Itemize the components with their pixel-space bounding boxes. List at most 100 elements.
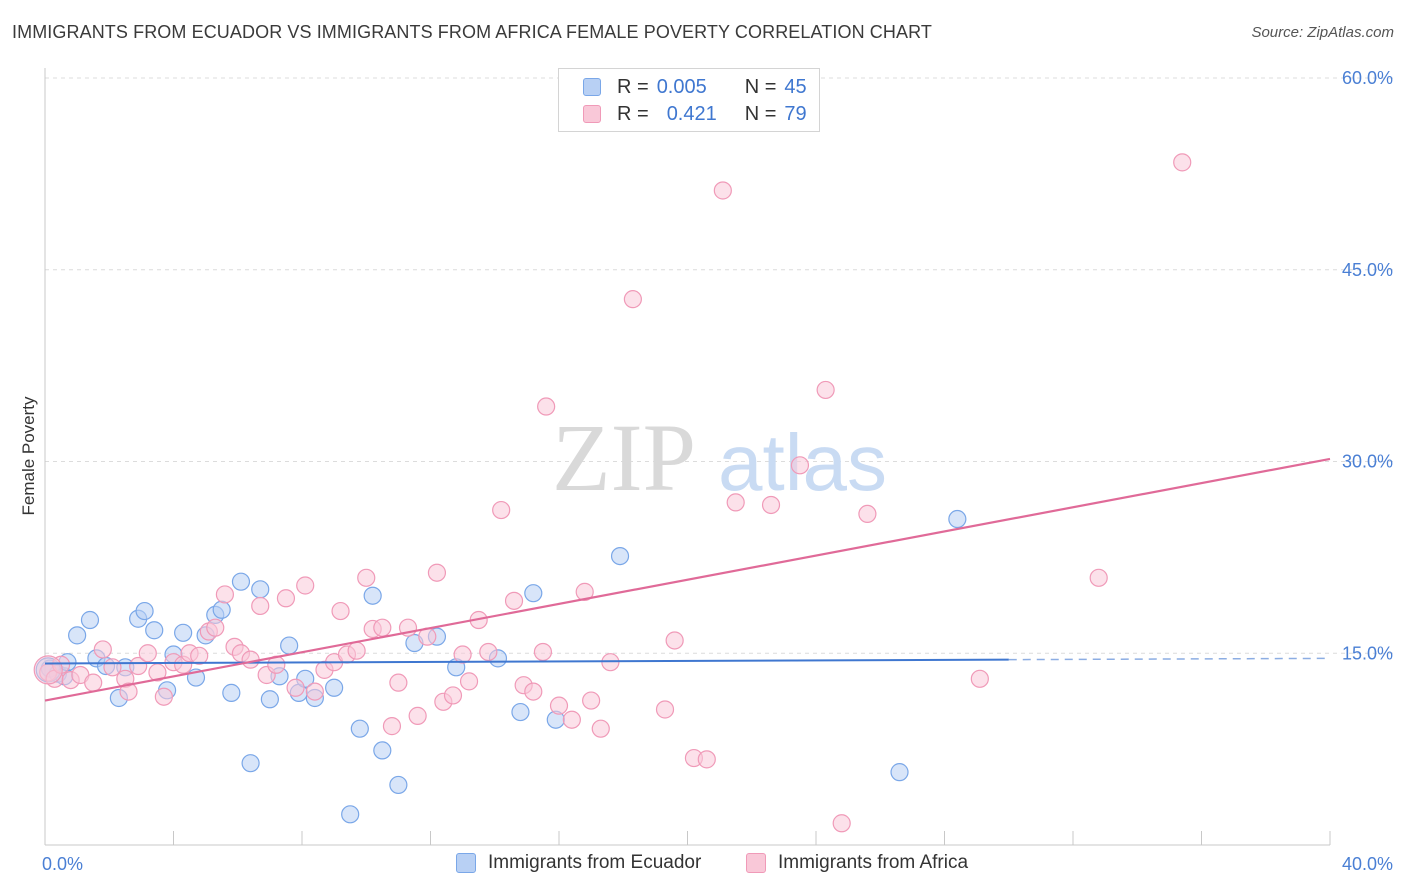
ecuador-point — [389, 775, 408, 795]
africa-point — [206, 618, 225, 637]
africa-point — [575, 582, 594, 601]
legend-r-value: 0.421 — [666, 102, 717, 125]
africa-point — [296, 576, 315, 595]
africa-point — [504, 591, 524, 610]
ecuador-point — [325, 678, 344, 697]
africa-point — [492, 500, 511, 520]
africa-point — [84, 673, 103, 692]
africa-point — [479, 642, 498, 662]
source-label: Source: ZipAtlas.com — [1251, 24, 1394, 41]
watermark: ZIP atlas — [552, 404, 887, 511]
africa-point — [533, 642, 553, 662]
ecuador-point — [145, 621, 164, 640]
ecuador-point — [511, 702, 530, 722]
africa-point — [443, 686, 463, 705]
x-tick-label: 40.0% — [1342, 854, 1393, 874]
africa-point — [790, 456, 810, 475]
y-tick-label: 15.0% — [1342, 643, 1393, 663]
africa-point — [549, 696, 569, 715]
africa-point — [119, 682, 138, 701]
africa-point — [215, 585, 234, 604]
africa-point — [623, 290, 642, 309]
ecuador-point — [341, 805, 360, 824]
africa-point — [453, 645, 472, 664]
africa-point — [138, 644, 157, 663]
africa-point — [276, 589, 296, 608]
legend-n-value: 45 — [784, 75, 807, 98]
legend-r-label: R = — [617, 102, 649, 125]
ecuador-point — [260, 690, 279, 709]
africa-point — [373, 618, 392, 637]
axes — [44, 68, 1331, 846]
africa-point — [357, 568, 376, 587]
ecuador-point — [212, 600, 231, 619]
ecuador-point — [610, 546, 630, 566]
africa-point — [347, 641, 366, 660]
ecuador-point — [280, 636, 299, 655]
africa-point — [562, 710, 581, 729]
series-legend-africa: Immigrants from Africa — [746, 852, 968, 874]
legend-row-ecuador: R = 0.005 N = 45 — [583, 74, 807, 100]
trend-lines — [44, 457, 1331, 702]
africa-point — [129, 656, 148, 676]
legend-swatch-pink — [583, 105, 601, 123]
y-tick-label: 30.0% — [1342, 452, 1393, 472]
ecuador-point — [174, 623, 193, 642]
ecuador-point — [222, 683, 241, 702]
africa-point — [582, 691, 601, 710]
y-axis-title: Female Poverty — [19, 396, 38, 516]
tick-labels: 15.0% 30.0% 45.0% 60.0% 0.0% 40.0% — [42, 68, 1393, 874]
ecuador-point — [524, 584, 543, 603]
africa-point — [154, 687, 173, 706]
series-legend-label: Immigrants from Ecuador — [488, 852, 702, 873]
africa-point — [858, 504, 877, 524]
ecuador-point — [68, 626, 87, 645]
africa-point — [713, 181, 732, 200]
legend-r-value: 0.005 — [656, 75, 707, 98]
africa-point — [665, 631, 684, 650]
africa-point — [408, 706, 427, 725]
africa-point — [726, 493, 745, 512]
ecuador-point — [948, 509, 967, 529]
ecuador-point — [251, 580, 270, 599]
legend-n-value: 79 — [784, 102, 807, 125]
ecuador-point — [373, 741, 392, 760]
africa-point — [286, 678, 305, 697]
africa-point — [251, 596, 270, 616]
ecuador-point — [241, 754, 260, 773]
legend-row-africa: R = 0.421 N = 79 — [583, 101, 807, 127]
africa-point — [591, 719, 610, 738]
chart-title: IMMIGRANTS FROM ECUADOR VS IMMIGRANTS FR… — [12, 22, 932, 42]
africa-point — [427, 563, 447, 582]
africa-point — [655, 700, 675, 719]
ecuador-trend-extension — [1008, 657, 1331, 661]
series-legend-ecuador: Immigrants from Ecuador — [456, 852, 701, 874]
africa-point — [241, 650, 260, 669]
africa-trend-line — [44, 457, 1331, 702]
africa-point — [970, 669, 989, 688]
africa-point — [816, 380, 835, 400]
africa-point — [1173, 153, 1192, 172]
africa-point — [382, 717, 402, 736]
legend-n-label: N = — [744, 102, 777, 125]
africa-point — [524, 682, 543, 701]
y-tick-label: 60.0% — [1342, 68, 1393, 88]
africa-point — [33, 655, 63, 685]
ecuador-point — [231, 572, 251, 591]
series-legend: Immigrants from Ecuador Immigrants from … — [0, 852, 1406, 878]
africa-point — [761, 495, 781, 515]
grid-lines — [45, 77, 1395, 654]
africa-point — [697, 750, 716, 769]
africa-point — [93, 640, 112, 659]
legend-swatch-blue — [583, 78, 601, 96]
watermark-zip: ZIP — [552, 404, 696, 511]
africa-point — [459, 672, 479, 691]
legend-r-label: R = — [617, 75, 649, 98]
correlation-legend: R = 0.005 N = 45 R = 0.421 N = 79 — [558, 68, 820, 132]
ecuador-trend-line — [44, 658, 1009, 665]
africa-point — [389, 673, 408, 692]
ecuador-point — [135, 601, 154, 621]
y-tick-label: 45.0% — [1342, 260, 1393, 280]
legend-n-label: N = — [744, 75, 777, 98]
